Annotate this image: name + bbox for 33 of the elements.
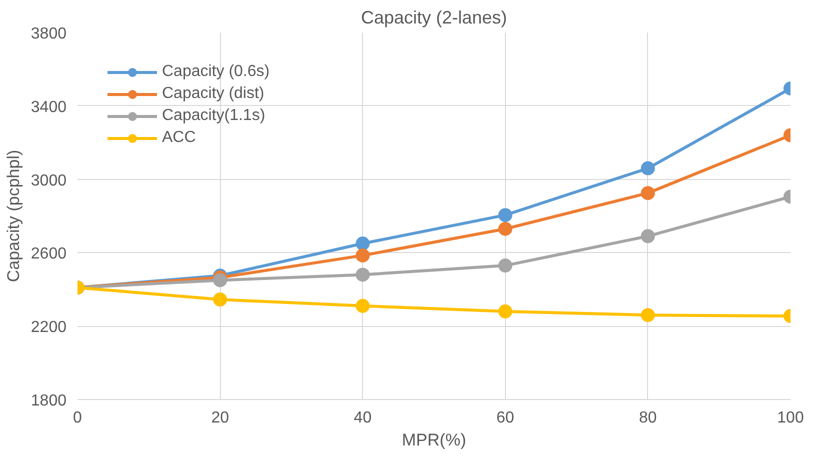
x-tick-label: 20 bbox=[211, 410, 230, 426]
legend-label: ACC bbox=[162, 129, 196, 147]
x-tick-label: 60 bbox=[496, 410, 514, 426]
y-tick-label: 2200 bbox=[30, 319, 67, 336]
x-tick-label: 80 bbox=[639, 410, 657, 426]
point bbox=[640, 161, 655, 176]
point bbox=[498, 304, 512, 318]
legend-label: Capacity(1.1s) bbox=[162, 107, 266, 125]
legend-label: Capacity (dist) bbox=[162, 85, 264, 103]
x-tick-label: 100 bbox=[777, 410, 804, 426]
point bbox=[498, 258, 512, 273]
x-tick-label: 40 bbox=[354, 410, 372, 426]
point bbox=[213, 292, 228, 306]
y-tick-label: 3400 bbox=[30, 98, 67, 116]
point bbox=[640, 308, 655, 322]
point bbox=[356, 268, 370, 282]
point bbox=[356, 236, 370, 251]
y-axis-title: Capacity (pcphpl) bbox=[4, 150, 23, 282]
y-tick-label: 3000 bbox=[30, 172, 67, 190]
point bbox=[640, 186, 655, 200]
point bbox=[356, 298, 370, 313]
chart-title: Capacity (2-lanes) bbox=[360, 8, 508, 28]
point bbox=[213, 273, 228, 288]
point bbox=[498, 222, 512, 236]
x-tick-label: 0 bbox=[73, 410, 82, 426]
point bbox=[640, 229, 655, 244]
legend-label: Capacity (0.6s) bbox=[162, 63, 270, 81]
point bbox=[356, 248, 370, 262]
x-axis-title: MPR(%) bbox=[402, 430, 466, 450]
y-tick-label: 3800 bbox=[30, 26, 67, 42]
point bbox=[498, 208, 512, 222]
y-tick-label: 1800 bbox=[30, 392, 67, 410]
y-tick-label: 2600 bbox=[30, 246, 67, 263]
